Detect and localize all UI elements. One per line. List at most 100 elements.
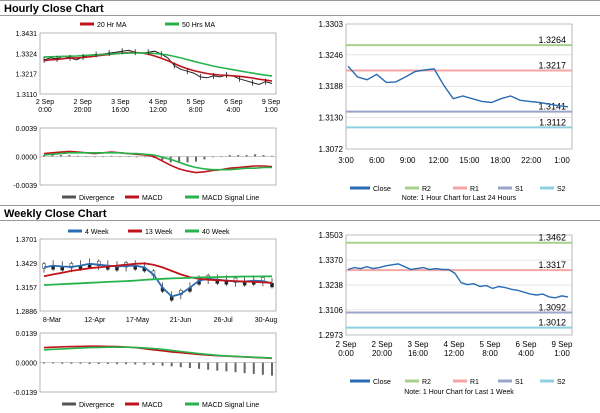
weekly-levels-chart: 1.3503 1.3370 1.3238 1.3106 1.2973 1.3462 1.33… [319,231,573,396]
divergence-bar [43,362,45,364]
divergence-bar [110,155,113,157]
divergence-bar [135,156,138,158]
y-tick-label: 1.3503 [319,231,344,240]
x-tick-label: 4 Sep 12:00 [149,99,167,114]
divergence-bar [216,362,219,371]
legend-r2-label: R2 [422,186,431,193]
y-tick-label: 0.0000 [16,155,38,162]
legend-macd-label: MACD [142,195,163,202]
x-tick-label: 26-Jul [214,317,234,324]
legend-macd-signal-line-label: MACD Signal Line [202,402,259,409]
divergence-bar [52,362,55,364]
series-macd-signal [43,151,272,171]
x-tick-label: 8-Mar [43,317,62,324]
weekly-price-chart: 1.3701 1.3429 1.3157 1.2886 4 Week 13 Week 40 … [16,229,278,324]
chart-note: Note: 1 Hour Chart for Last 1 Week [404,389,514,396]
legend-4-week-label: 4 Week [85,229,109,236]
divergence-bar [70,362,73,364]
divergence-bar [125,362,128,365]
x-tick-label: 6 Sep 4:00 [224,99,242,114]
legend-divergence-label: Divergence [79,402,115,409]
x-tick-label: 2 Sep 0:00 [336,340,357,358]
divergence-bar [179,362,182,368]
divergence-bar [97,362,100,364]
legend-close-label: Close [373,186,391,193]
divergence-bar [195,156,197,162]
divergence-bar [271,362,273,376]
y-tick-label: 1.3188 [319,82,344,91]
chart-note: Note: 1 Hour Chart for Last 24 Hours [402,195,517,202]
divergence-bar [245,155,248,157]
x-tick-label: 17-May [126,317,150,324]
divergence-bar [178,156,181,164]
divergence-bar [207,362,210,370]
divergence-bar [211,156,214,158]
y-tick-label: 1.3130 [319,114,344,123]
divergence-bar [76,155,79,157]
series-13-week [43,262,273,284]
x-tick-label: 3 Sep 16:00 [111,99,129,114]
legend-s2-label: S2 [557,186,566,193]
divergence-bar [254,154,257,157]
divergence-bar [93,156,96,158]
x-tick-label: 3:00 [338,156,354,165]
legend-s2-label: S2 [557,379,566,386]
divergence-bar [188,362,191,369]
divergence-bar [198,362,201,369]
x-tick-label: 3 Sep 16:00 [408,340,429,358]
x-tick-label: 22:00 [521,156,542,165]
level-label-r1: 1.3317 [538,260,566,270]
y-tick-label: 0.0039 [16,126,38,133]
y-tick-label: 1.3106 [319,306,344,315]
level-label-s1: 1.3141 [538,102,566,112]
legend-s1-label: S1 [515,379,524,386]
divergence-bar [88,362,91,364]
divergence-bar [243,362,246,374]
x-tick-label: 4 Sep 12:00 [444,340,465,358]
divergence-bar [262,155,265,157]
y-tick-label: 1.3324 [16,51,38,58]
y-tick-label: 0.0139 [16,331,38,338]
divergence-bar [161,362,164,366]
series-close [347,65,569,108]
candle-body [42,263,46,269]
level-label-s1: 1.3092 [538,303,566,313]
y-tick-label: 1.2886 [16,309,38,316]
divergence-bar [102,156,105,158]
divergence-bar [79,362,82,364]
plot-frame [39,238,277,312]
x-tick-label: 21-Jun [170,317,192,324]
y-tick-label: -0.0039 [13,183,37,190]
y-tick-label: 0.0000 [16,361,38,368]
weekly-section-header: Weekly Close Chart [0,205,600,221]
y-tick-label: 1.3431 [16,31,38,38]
x-tick-label: 9 Sep 1:00 [262,99,280,114]
divergence-bar [186,156,189,163]
divergence-bar [61,362,64,364]
candle-body [69,263,74,269]
y-tick-label: 1.3429 [16,261,38,268]
divergence-bar [228,155,231,157]
divergence-bar [261,362,264,375]
x-tick-label: 5 Sep 8:00 [480,340,501,358]
legend-50-hrs-ma-label: 50 Hrs MA [182,22,215,29]
y-tick-label: 1.2973 [319,331,344,340]
x-tick-label: 1:00 [554,156,570,165]
divergence-bar [234,362,237,373]
legend-r2-label: R2 [422,379,431,386]
x-tick-label: 6:00 [369,156,385,165]
series-50-hrs-ma [43,52,273,77]
y-tick-label: 1.3072 [319,145,344,154]
y-tick-label: 1.3110 [16,92,37,99]
divergence-bar [59,155,62,157]
legend-macd-label: MACD [142,402,163,409]
y-tick-label: 1.3701 [16,237,38,244]
divergence-bar [143,362,146,365]
level-label-r1: 1.3217 [538,61,566,71]
x-tick-label: 30-Aug [255,317,278,324]
level-label-r2: 1.3264 [538,35,566,45]
divergence-bar [85,156,88,158]
hourly-section-header: Hourly Close Chart [0,0,600,16]
divergence-bar [43,155,45,157]
y-tick-label: -0.0139 [13,390,37,397]
